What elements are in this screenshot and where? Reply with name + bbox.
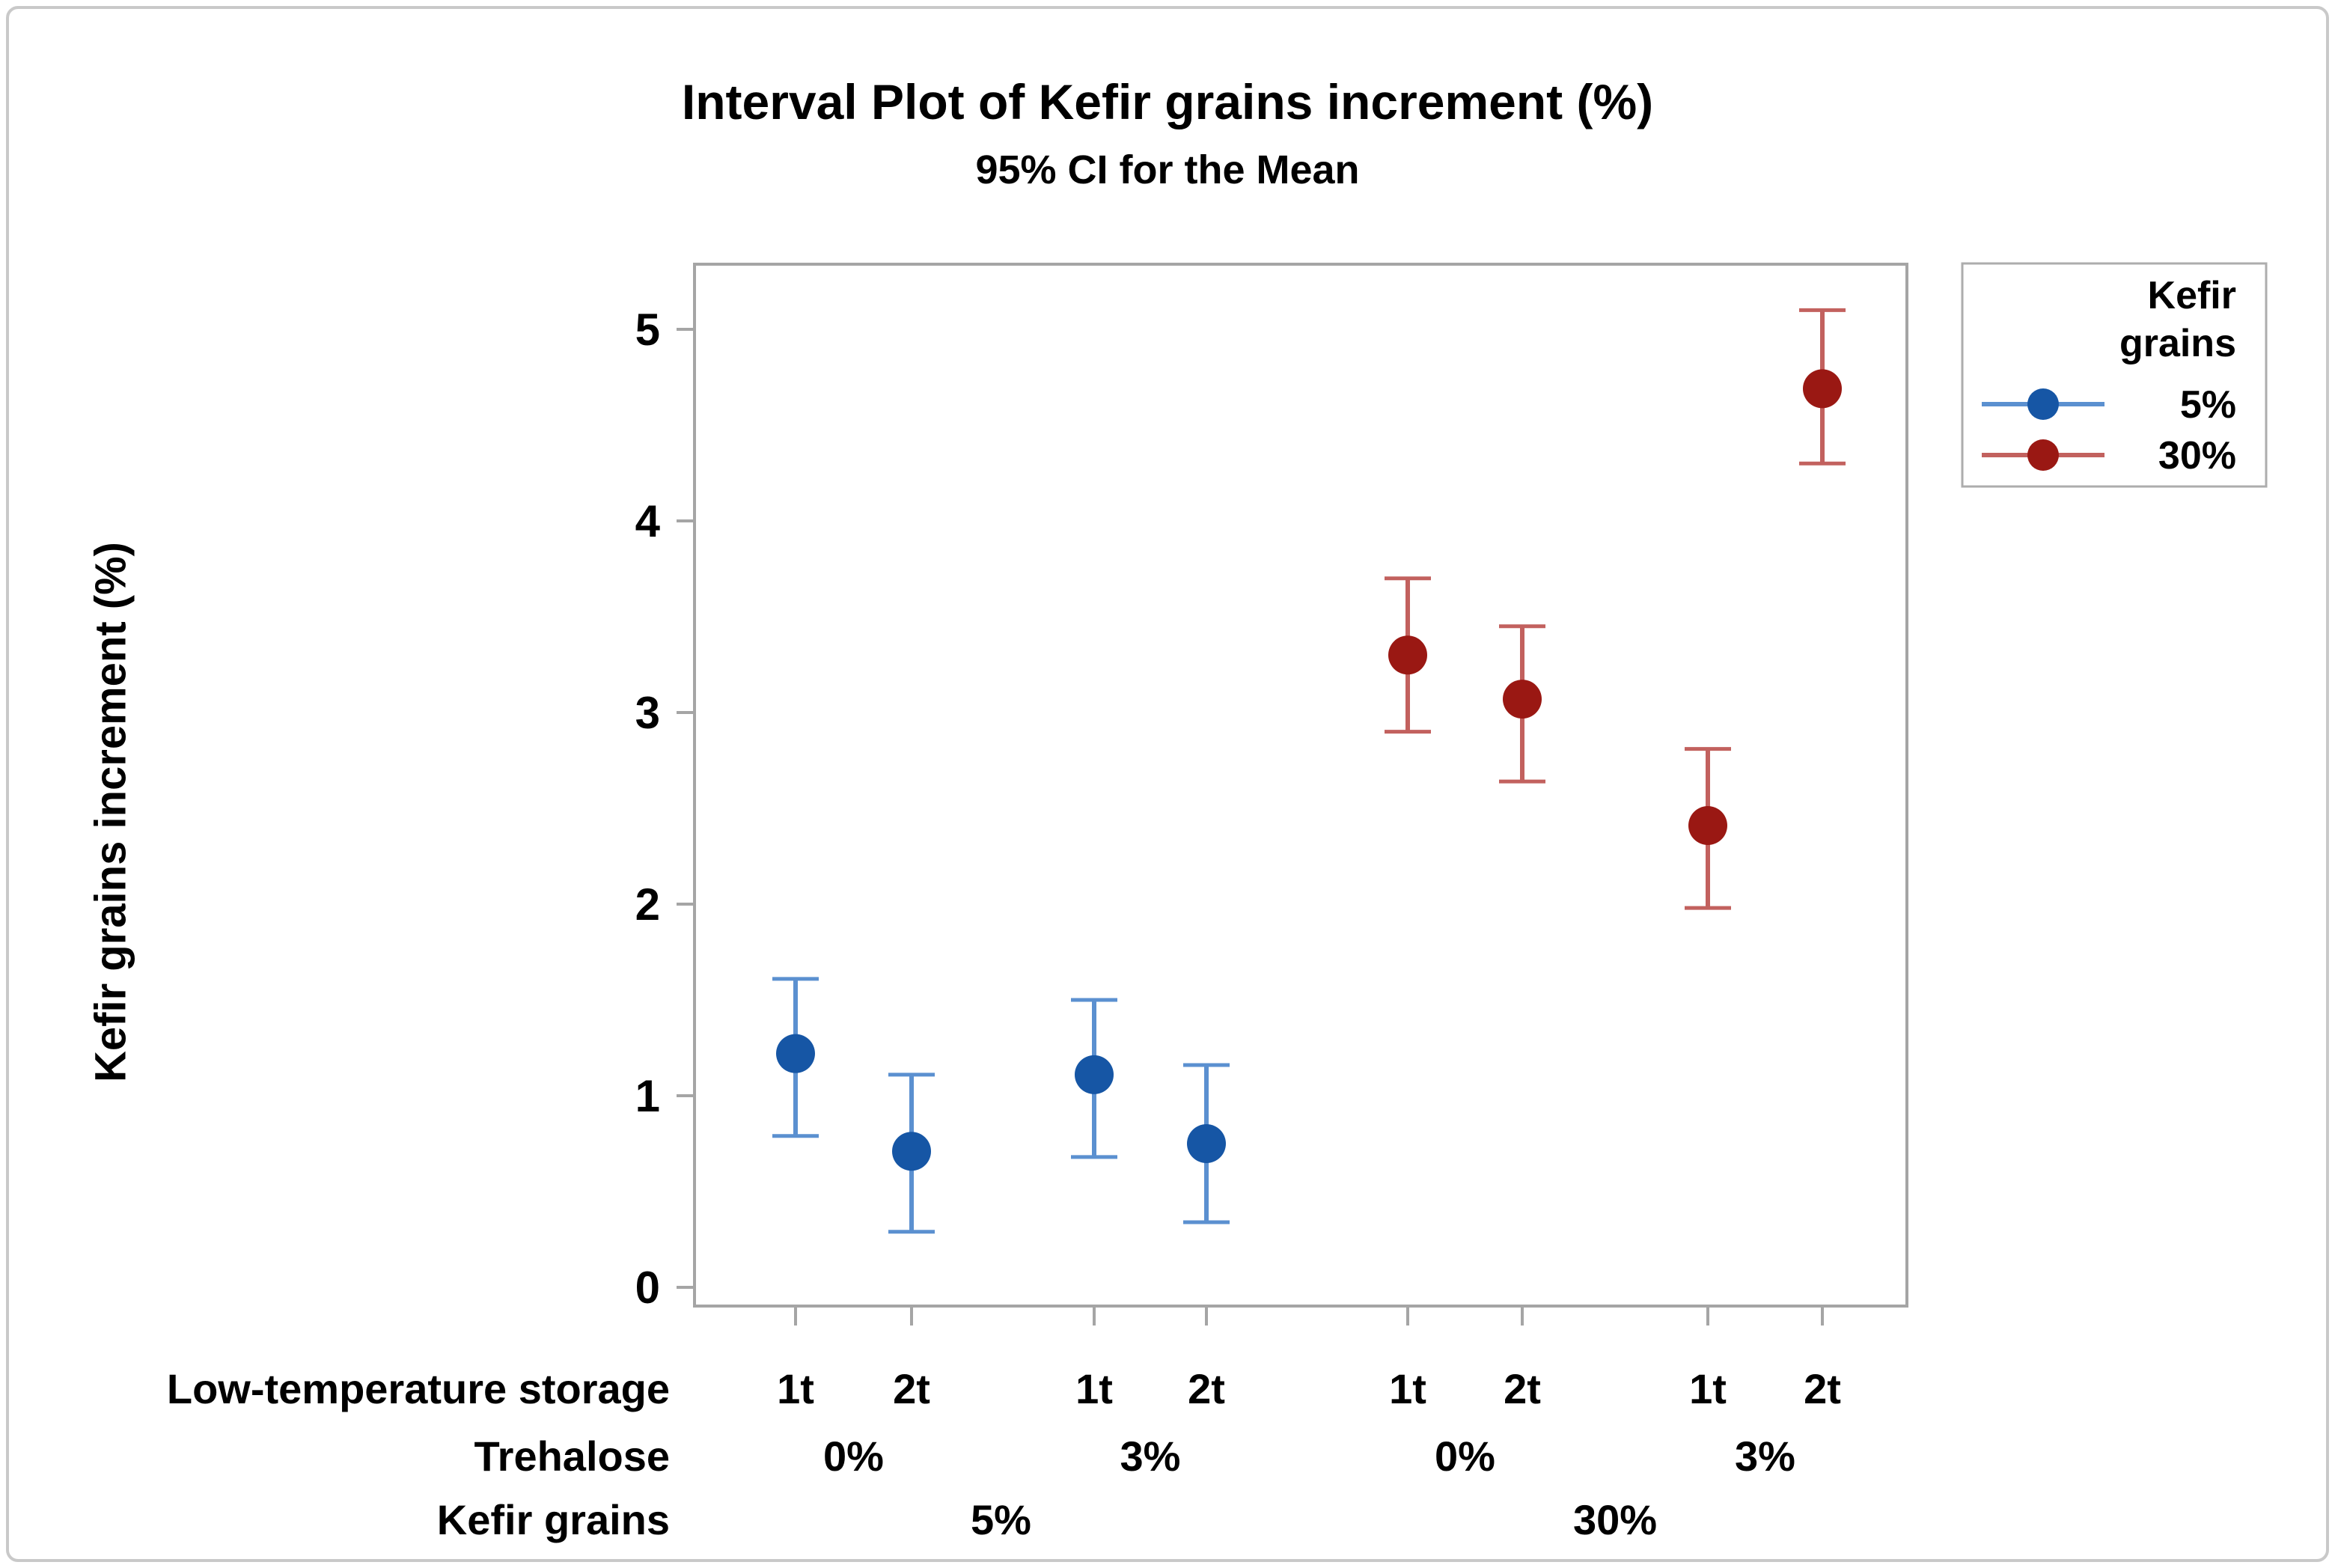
legend-title: grains	[2119, 322, 2236, 365]
y-tick-label: 2	[635, 879, 660, 930]
x-axis-value-label: 0%	[823, 1433, 884, 1480]
mean-marker	[1075, 1055, 1114, 1094]
mean-marker	[1688, 806, 1727, 846]
y-tick-label: 5	[635, 305, 660, 355]
mean-marker	[1803, 369, 1842, 409]
x-axis-value-label: 2t	[1804, 1365, 1841, 1412]
chart-title: Interval Plot of Kefir grains increment …	[681, 74, 1654, 129]
legend-title: Kefir	[2148, 274, 2236, 317]
x-axis-row-header: Low-temperature storage	[167, 1365, 670, 1412]
x-axis-value-label: 2t	[1188, 1365, 1225, 1412]
legend-marker-glyph	[2027, 439, 2059, 471]
y-tick-label: 3	[635, 688, 660, 738]
x-axis-value-label: 3%	[1120, 1433, 1181, 1480]
mean-marker	[1388, 635, 1427, 675]
x-axis-value-label: 2t	[1504, 1365, 1541, 1412]
plot-frame	[693, 263, 1908, 1308]
x-axis-value-label: 3%	[1735, 1433, 1795, 1480]
legend-marker-glyph	[2027, 388, 2059, 420]
x-axis-value-label: 1t	[1389, 1365, 1426, 1412]
y-tick-label: 1	[635, 1071, 660, 1121]
x-axis-row-header: Trehalose	[474, 1433, 670, 1480]
mean-marker	[892, 1132, 931, 1171]
x-axis-value-label: 0%	[1435, 1433, 1495, 1480]
chart-subtitle: 95% CI for the Mean	[975, 147, 1360, 192]
mean-marker	[1187, 1124, 1226, 1163]
x-axis-row-header: Kefir grains	[437, 1496, 670, 1543]
y-tick-label: 4	[635, 496, 661, 546]
x-axis-value-label: 30%	[1573, 1496, 1657, 1543]
x-axis-value-label: 1t	[1689, 1365, 1727, 1412]
x-axis-value-label: 1t	[1075, 1365, 1113, 1412]
legend-entry-label: 5%	[2180, 383, 2236, 427]
x-axis-value-label: 1t	[777, 1365, 814, 1412]
x-axis-value-label: 2t	[893, 1365, 930, 1412]
y-tick-label: 0	[635, 1263, 660, 1313]
mean-marker	[1503, 680, 1542, 719]
legend-box	[1961, 262, 2268, 488]
mean-marker	[776, 1034, 815, 1073]
legend-entry-label: 30%	[2158, 434, 2236, 478]
x-axis-value-label: 5%	[971, 1496, 1031, 1543]
